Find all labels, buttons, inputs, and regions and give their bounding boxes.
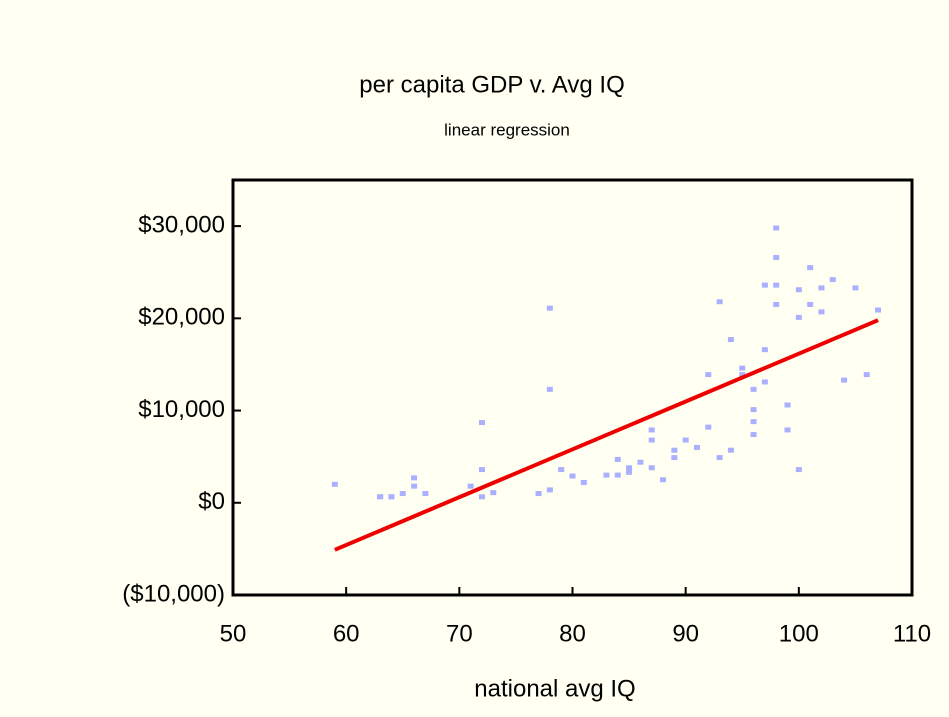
point	[784, 427, 791, 433]
x-tick-label: 100	[779, 620, 819, 647]
point	[761, 379, 768, 385]
point	[773, 254, 780, 260]
point	[467, 483, 474, 489]
point	[750, 432, 757, 438]
point	[478, 467, 485, 473]
chart-title: per capita GDP v. Avg IQ	[359, 71, 624, 98]
point	[478, 420, 485, 426]
x-tick-label: 80	[559, 620, 586, 647]
point	[478, 494, 485, 500]
point	[671, 455, 678, 461]
point	[705, 424, 712, 430]
point	[818, 285, 825, 291]
point	[660, 477, 667, 483]
point	[569, 473, 576, 479]
point	[750, 419, 757, 425]
point	[693, 444, 700, 450]
point	[761, 282, 768, 288]
y-tick-label: $30,000	[138, 211, 225, 238]
x-tick-label: 90	[672, 620, 699, 647]
point	[331, 481, 338, 487]
point	[784, 402, 791, 408]
point	[818, 309, 825, 315]
point	[603, 472, 610, 478]
point	[716, 455, 723, 461]
point	[773, 302, 780, 307]
y-tick-label: ($10,000)	[122, 580, 225, 607]
point	[580, 479, 587, 485]
point	[422, 491, 429, 497]
point	[773, 225, 780, 231]
point	[773, 282, 780, 288]
point	[490, 490, 497, 496]
regression-line	[334, 318, 879, 552]
point	[795, 467, 802, 473]
point	[807, 302, 814, 307]
point	[761, 347, 768, 353]
y-tick-label: $0	[198, 488, 225, 515]
point	[716, 299, 723, 305]
point	[614, 456, 621, 462]
x-tick-label: 60	[333, 620, 360, 647]
point	[411, 483, 418, 489]
point	[388, 494, 395, 500]
point	[546, 305, 553, 311]
point	[411, 475, 418, 481]
point	[807, 265, 814, 271]
point	[739, 372, 746, 378]
point	[795, 287, 802, 293]
point	[705, 372, 712, 378]
point	[863, 372, 870, 378]
chart-subtitle: linear regression	[444, 120, 570, 139]
point	[750, 386, 757, 392]
point	[535, 491, 542, 497]
point	[875, 307, 882, 313]
point	[739, 365, 746, 371]
point	[671, 447, 678, 453]
point	[558, 467, 565, 473]
x-tick-label: 110	[893, 620, 931, 647]
point	[546, 487, 553, 493]
point	[852, 285, 859, 291]
point	[637, 459, 644, 465]
point	[614, 472, 621, 478]
point	[648, 465, 655, 471]
point	[377, 494, 384, 500]
x-tick-label: 70	[446, 620, 473, 647]
y-tick-label: $10,000	[138, 396, 225, 423]
point	[750, 407, 757, 413]
point	[648, 427, 655, 433]
point	[795, 314, 802, 320]
x-axis-label: national avg IQ	[474, 675, 635, 702]
plot-area	[231, 178, 914, 597]
point	[626, 465, 633, 471]
point	[727, 447, 734, 453]
point	[546, 386, 553, 392]
point	[626, 469, 633, 475]
point	[841, 377, 848, 383]
point	[727, 337, 734, 343]
y-tick-label: $20,000	[138, 304, 225, 331]
point	[399, 491, 406, 497]
point	[682, 437, 689, 443]
point	[648, 437, 655, 443]
x-tick-label: 50	[220, 620, 247, 647]
point	[829, 277, 836, 283]
